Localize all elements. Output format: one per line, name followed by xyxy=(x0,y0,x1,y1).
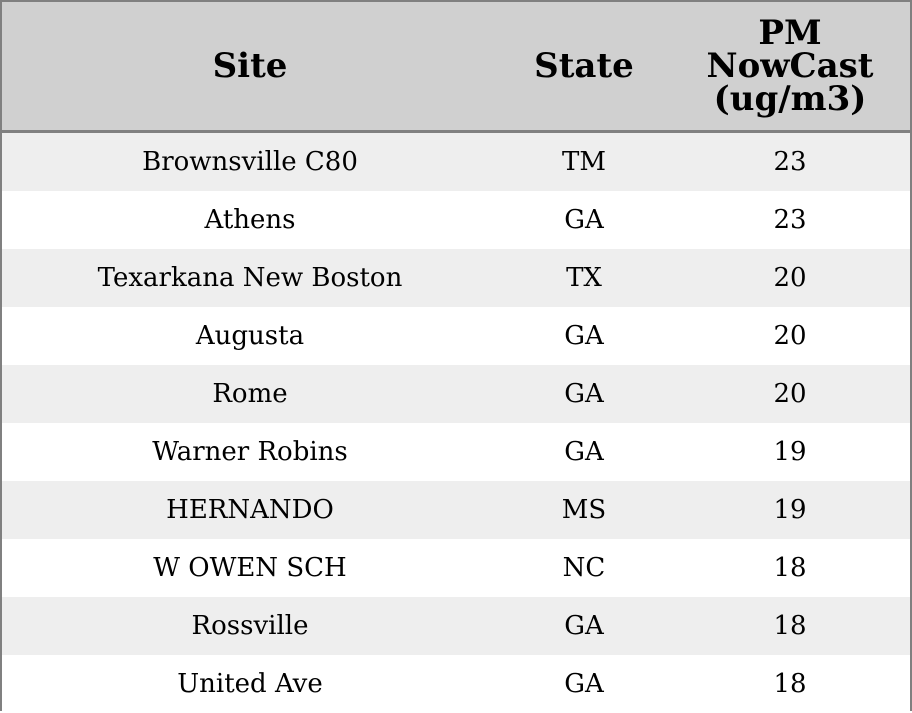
cell-site: Warner Robins xyxy=(152,437,348,467)
table-row: W OWEN SCH NC 18 xyxy=(2,539,910,597)
cell-state: GA xyxy=(564,611,604,641)
cell-pm-nowcast: 19 xyxy=(773,437,807,467)
cell-site: Brownsville C80 xyxy=(142,147,358,177)
cell-site: W OWEN SCH xyxy=(153,553,347,583)
cell-state: GA xyxy=(564,205,604,235)
column-header-pm-nowcast: PM NowCast (ug/m3) xyxy=(706,12,874,119)
table-header-row: Site State PM NowCast (ug/m3) xyxy=(2,2,910,133)
cell-site: Texarkana New Boston xyxy=(97,263,403,293)
cell-state: GA xyxy=(564,379,604,409)
cell-pm-nowcast: 23 xyxy=(773,147,807,177)
cell-site: Rome xyxy=(212,379,288,409)
cell-pm-nowcast: 20 xyxy=(773,263,807,293)
cell-pm-nowcast: 19 xyxy=(773,495,807,525)
column-header-site: Site xyxy=(212,45,288,86)
cell-site: Augusta xyxy=(195,321,305,351)
table-row: HERNANDO MS 19 xyxy=(2,481,910,539)
cell-pm-nowcast: 18 xyxy=(773,553,807,583)
table-row: Augusta GA 20 xyxy=(2,307,910,365)
cell-state: GA xyxy=(564,669,604,699)
cell-pm-nowcast: 20 xyxy=(773,379,807,409)
table-body: Brownsville C80 TM 23 Athens GA 23 Texarkana N… xyxy=(2,133,910,713)
cell-state: MS xyxy=(561,495,607,525)
cell-pm-nowcast: 20 xyxy=(773,321,807,351)
table-row: Brownsville C80 TM 23 xyxy=(2,133,910,191)
cell-state: GA xyxy=(564,437,604,467)
table-row: Athens GA 23 xyxy=(2,191,910,249)
cell-site: HERNANDO xyxy=(166,495,334,525)
table-row: United Ave GA 18 xyxy=(2,655,910,713)
cell-state: TX xyxy=(566,263,602,293)
table-row: Texarkana New Boston TX 20 xyxy=(2,249,910,307)
cell-site: United Ave xyxy=(177,669,323,699)
cell-state: TM xyxy=(562,147,606,177)
cell-site: Athens xyxy=(204,205,296,235)
table-row: Rome GA 20 xyxy=(2,365,910,423)
table-row: Warner Robins GA 19 xyxy=(2,423,910,481)
cell-pm-nowcast: 18 xyxy=(773,611,807,641)
cell-state: GA xyxy=(564,321,604,351)
column-header-state: State xyxy=(534,45,634,86)
cell-site: Rossville xyxy=(191,611,309,641)
cell-pm-nowcast: 23 xyxy=(773,205,807,235)
cell-state: NC xyxy=(562,553,606,583)
cell-pm-nowcast: 18 xyxy=(773,669,807,699)
table-row: Rossville GA 18 xyxy=(2,597,910,655)
